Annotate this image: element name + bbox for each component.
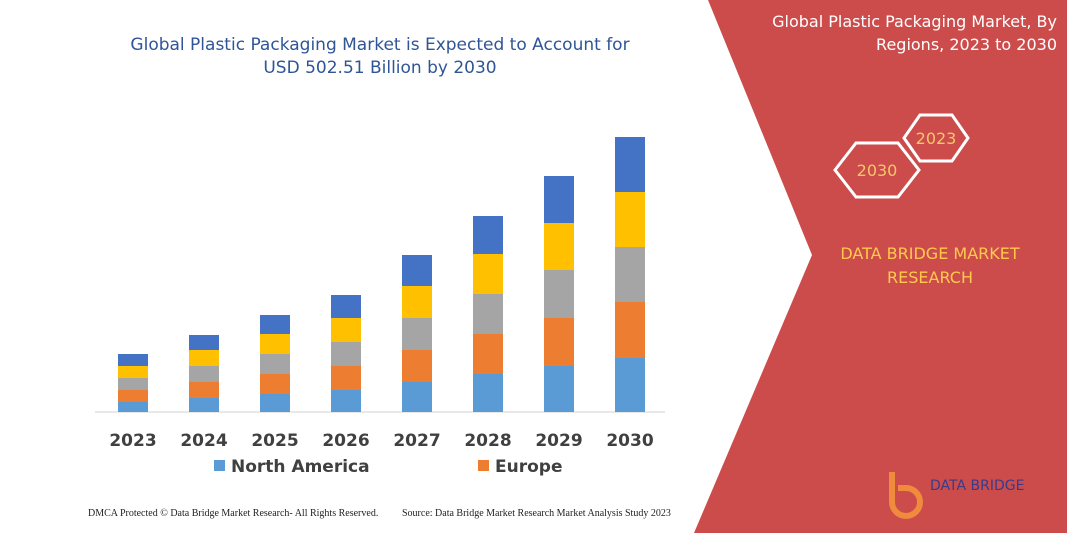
panel-title: Global Plastic Packaging Market, By Regi… — [772, 12, 1057, 54]
legend-swatch — [214, 460, 225, 471]
legend-label: North America — [231, 457, 370, 477]
bar-segment — [402, 286, 432, 318]
bar-segment — [331, 318, 361, 342]
bar-segment — [402, 350, 432, 382]
bar-segment — [189, 350, 219, 366]
bar-segment — [615, 247, 645, 302]
bar-segment — [260, 394, 290, 412]
bar-segment — [473, 374, 503, 412]
bar-segment — [402, 382, 432, 412]
x-tick-label: 2028 — [464, 431, 511, 451]
x-tick-label: 2029 — [535, 431, 582, 451]
bar-segment — [118, 354, 148, 366]
brand: DATA BRIDGE MARKET RESEARCH — [840, 244, 1020, 287]
bar-segment — [189, 366, 219, 382]
bar-segment — [260, 334, 290, 354]
x-tick-label: 2027 — [393, 431, 440, 451]
bar-segment — [544, 366, 574, 412]
x-tick-label: 2026 — [322, 431, 369, 451]
bar-segment — [615, 358, 645, 412]
bar-segment — [331, 366, 361, 390]
hex-label: 2023 — [916, 129, 957, 148]
footer-right: Source: Data Bridge Market Research Mark… — [402, 508, 671, 519]
bar-segment — [260, 315, 290, 334]
bar-segment — [473, 294, 503, 334]
bar-segment — [331, 295, 361, 318]
logo-text: DATA BRIDGE — [930, 478, 1024, 494]
hexagon — [902, 113, 970, 163]
bar-segment — [118, 366, 148, 378]
bar-segment — [615, 302, 645, 358]
x-tick-label: 2024 — [180, 431, 227, 451]
x-tick-label: 2023 — [109, 431, 156, 451]
x-tick-label: 2025 — [251, 431, 298, 451]
bar-segment — [260, 374, 290, 394]
chart-title: Global Plastic Packaging Market is Expec… — [130, 35, 630, 78]
bar-segment — [402, 255, 432, 286]
x-tick-label: 2030 — [606, 431, 653, 451]
bar-segment — [402, 318, 432, 350]
side-panel — [694, 0, 1067, 533]
bar-segment — [331, 342, 361, 366]
bar-segment — [189, 398, 219, 412]
bar-segment — [544, 176, 574, 223]
bar-segment — [473, 334, 503, 374]
footer-left: DMCA Protected © Data Bridge Market Rese… — [88, 508, 379, 519]
logo-mark — [889, 472, 923, 519]
bar-segment — [189, 335, 219, 350]
legend-label: Europe — [495, 457, 562, 477]
bar-segment — [189, 382, 219, 398]
legend-swatch — [478, 460, 489, 471]
bar-segment — [118, 402, 148, 412]
hexagon — [833, 141, 921, 199]
bar-segment — [118, 390, 148, 402]
bar-segment — [260, 354, 290, 374]
bar-segment — [331, 390, 361, 412]
bar-segment — [118, 378, 148, 390]
bar-segment — [615, 192, 645, 247]
bar-segment — [544, 270, 574, 318]
bar-segment — [473, 216, 503, 254]
bar-segment — [615, 137, 645, 192]
bar-segment — [544, 223, 574, 270]
bar-segment — [473, 254, 503, 294]
bar-segment — [544, 318, 574, 366]
hex-label: 2030 — [857, 161, 898, 180]
